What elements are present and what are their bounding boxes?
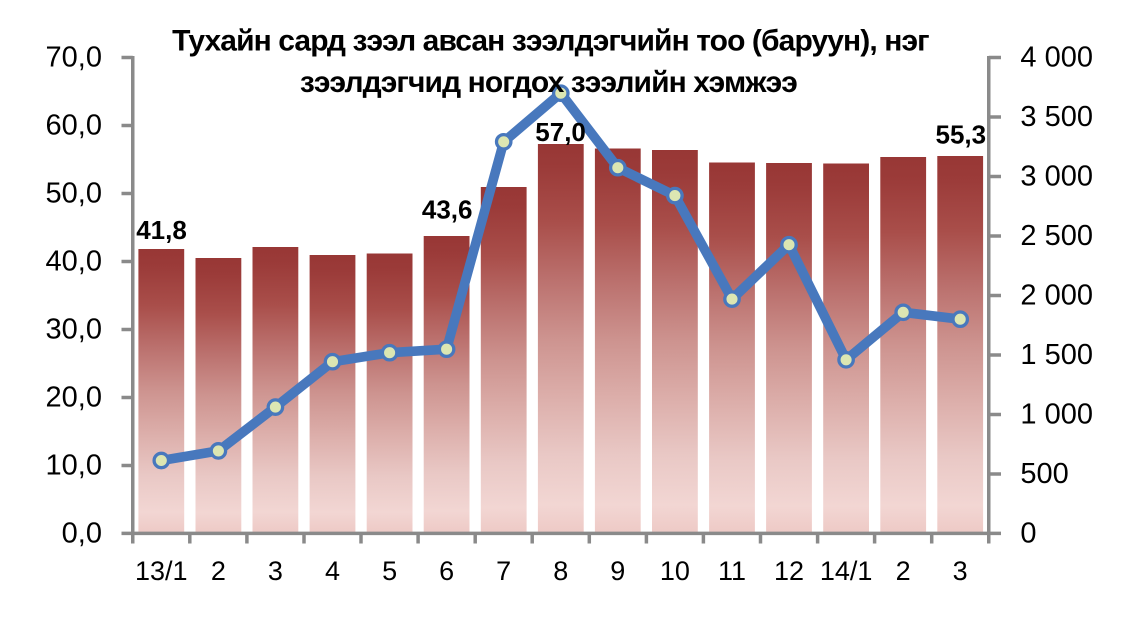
svg-text:3: 3 [268,556,283,586]
svg-text:4: 4 [325,556,340,586]
svg-text:10,0: 10,0 [46,450,102,482]
svg-text:Тухайн сард зээл авсан зээлдэг: Тухайн сард зээл авсан зээлдэгчийн тоо (… [172,25,929,58]
svg-text:2 000: 2 000 [1020,280,1093,312]
svg-text:2: 2 [896,556,911,586]
svg-text:3: 3 [953,556,968,586]
svg-text:11: 11 [718,556,746,586]
svg-text:55,3: 55,3 [935,120,986,150]
svg-text:3 500: 3 500 [1020,101,1093,133]
svg-text:4 000: 4 000 [1020,42,1093,74]
svg-text:43,6: 43,6 [422,195,473,225]
svg-text:500: 500 [1020,458,1068,490]
svg-text:9: 9 [610,556,625,586]
svg-text:3 000: 3 000 [1020,161,1093,193]
svg-text:12: 12 [774,556,804,586]
svg-text:6: 6 [439,556,454,586]
svg-text:40,0: 40,0 [46,246,102,278]
svg-text:7: 7 [496,556,511,586]
svg-text:60,0: 60,0 [46,110,102,142]
svg-text:57,0: 57,0 [535,117,586,147]
svg-text:30,0: 30,0 [46,314,102,346]
svg-text:10: 10 [660,556,690,586]
svg-text:2 500: 2 500 [1020,220,1093,252]
svg-text:14/1: 14/1 [820,556,873,586]
svg-text:70,0: 70,0 [46,42,102,74]
svg-text:8: 8 [553,556,568,586]
svg-text:0,0: 0,0 [62,518,102,550]
svg-text:20,0: 20,0 [46,382,102,414]
svg-text:50,0: 50,0 [46,178,102,210]
svg-text:5: 5 [382,556,397,586]
svg-text:0: 0 [1020,518,1036,550]
svg-text:41,8: 41,8 [136,215,187,245]
svg-text:1 500: 1 500 [1020,339,1093,371]
svg-text:зээлдэгчид ногдох зээлийн хэмж: зээлдэгчид ногдох зээлийн хэмжээ [300,66,797,99]
svg-text:13/1: 13/1 [135,556,188,586]
svg-text:1 000: 1 000 [1020,399,1093,431]
svg-text:2: 2 [211,556,226,586]
